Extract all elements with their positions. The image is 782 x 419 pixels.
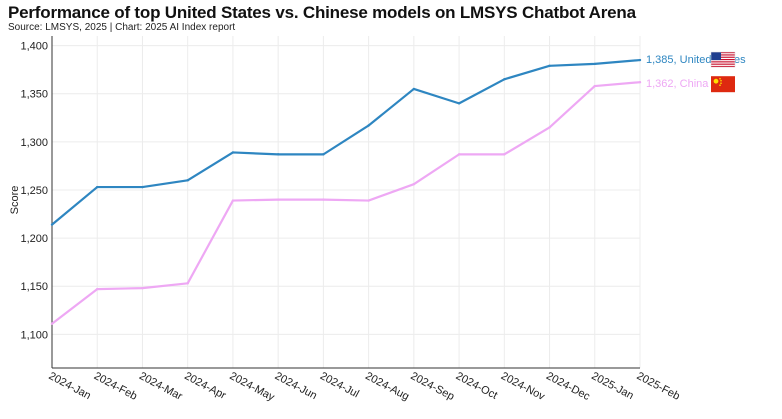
data-point bbox=[186, 282, 189, 285]
data-point bbox=[322, 153, 325, 156]
x-tick-label: 2024-Nov bbox=[499, 370, 547, 403]
x-tick-label: 2024-Mar bbox=[137, 370, 184, 403]
y-tick-label: 1,400 bbox=[20, 41, 48, 53]
x-tick-label: 2024-Jan bbox=[47, 370, 93, 402]
data-point bbox=[276, 153, 280, 156]
data-point bbox=[50, 322, 54, 325]
data-point bbox=[367, 199, 370, 202]
data-point bbox=[231, 199, 235, 202]
y-tick-label: 1,300 bbox=[20, 137, 48, 149]
x-tick-label: 2024-Jul bbox=[318, 370, 361, 400]
data-point bbox=[593, 62, 596, 66]
data-point bbox=[96, 185, 99, 189]
x-tick-label: 2025-Jan bbox=[589, 370, 635, 402]
data-point bbox=[638, 58, 642, 62]
x-tick-label: 2024-May bbox=[228, 370, 277, 404]
series-line-united-states bbox=[51, 58, 641, 226]
x-tick-label: 2024-Apr bbox=[182, 370, 228, 402]
data-point bbox=[231, 151, 235, 154]
y-tick-label: 1,250 bbox=[20, 185, 48, 197]
data-point bbox=[322, 198, 325, 201]
data-point bbox=[503, 78, 506, 81]
chart-source: Source: LMSYS, 2025 | Chart: 2025 AI Ind… bbox=[8, 22, 236, 33]
x-tick-label: 2024-Jun bbox=[273, 370, 319, 402]
chart-title: Performance of top United States vs. Chi… bbox=[8, 3, 636, 22]
x-tick-label: 2024-Dec bbox=[544, 370, 592, 403]
china-flag-icon bbox=[711, 76, 735, 93]
x-tick-label: 2024-Feb bbox=[92, 370, 139, 403]
data-point bbox=[50, 223, 54, 226]
data-point bbox=[96, 287, 99, 291]
data-point bbox=[457, 102, 461, 105]
end-label-china: 1,362, China bbox=[646, 78, 709, 90]
data-point bbox=[186, 179, 189, 182]
data-point bbox=[141, 286, 144, 290]
data-point bbox=[141, 185, 144, 189]
data-point bbox=[503, 153, 506, 156]
end-labels: 1,385, United States 1,362, China bbox=[646, 51, 746, 93]
series-lines bbox=[50, 58, 642, 325]
axes bbox=[51, 36, 640, 369]
y-axis-label: Score bbox=[9, 186, 21, 215]
y-tick-label: 1,350 bbox=[20, 89, 48, 101]
y-tick-label: 1,100 bbox=[20, 329, 48, 341]
x-tick-label: 2024-Sep bbox=[408, 370, 456, 403]
y-tick-label: 1,150 bbox=[20, 281, 48, 293]
data-point bbox=[593, 84, 596, 88]
data-point bbox=[276, 198, 280, 201]
grid bbox=[51, 36, 641, 368]
series-line-china bbox=[51, 81, 641, 325]
data-point bbox=[457, 153, 461, 156]
x-tick-label: 2025-Feb bbox=[635, 370, 682, 403]
x-tick-label: 2024-Aug bbox=[363, 370, 411, 403]
x-tick-label: 2024-Oct bbox=[454, 370, 500, 402]
data-point bbox=[548, 64, 551, 68]
data-point bbox=[412, 182, 416, 186]
y-axis-ticks: 1,100 1,150 1,200 1,250 1,300 1,350 1,400 bbox=[20, 41, 48, 342]
y-tick-label: 1,200 bbox=[20, 233, 48, 245]
data-point bbox=[638, 80, 642, 84]
data-point bbox=[367, 124, 370, 127]
end-label-united-states: 1,385, United States bbox=[646, 54, 746, 66]
data-point bbox=[412, 87, 416, 91]
us-flag-icon bbox=[710, 51, 736, 68]
data-point bbox=[548, 126, 551, 129]
